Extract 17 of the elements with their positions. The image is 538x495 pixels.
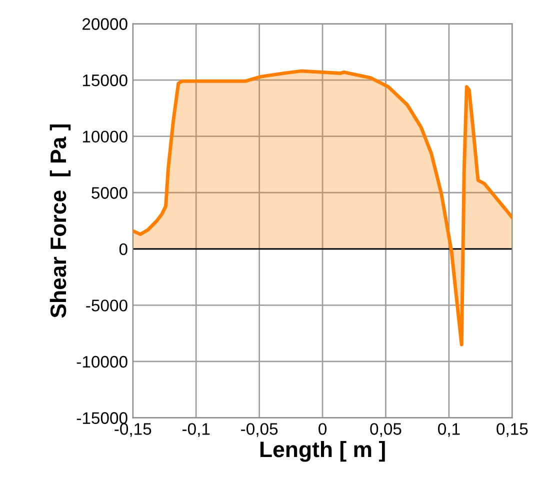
- y-tick-label: 5000: [92, 187, 128, 199]
- x-tick-label: -0,15: [114, 423, 152, 437]
- x-tick-label: 0,05: [370, 423, 402, 437]
- x-tick-label: 0,15: [496, 423, 528, 437]
- y-tick-label: 20000: [82, 18, 128, 30]
- y-axis-title: Shear Force [ Pa ]: [50, 124, 71, 318]
- y-tick-label: -15000: [76, 412, 128, 424]
- y-tick-label: 0: [119, 243, 128, 256]
- y-tick-label: -5000: [86, 300, 128, 312]
- y-tick-label: -10000: [76, 356, 128, 368]
- y-tick-label: 15000: [82, 74, 128, 86]
- x-tick-label: -0,1: [182, 423, 210, 437]
- x-tick-label: -0,05: [241, 423, 278, 437]
- x-tick-label: 0: [318, 423, 327, 435]
- y-tick-label: 10000: [82, 130, 128, 143]
- x-tick-label: 0,1: [438, 423, 460, 437]
- x-axis-title: Length [ m ]: [260, 440, 385, 462]
